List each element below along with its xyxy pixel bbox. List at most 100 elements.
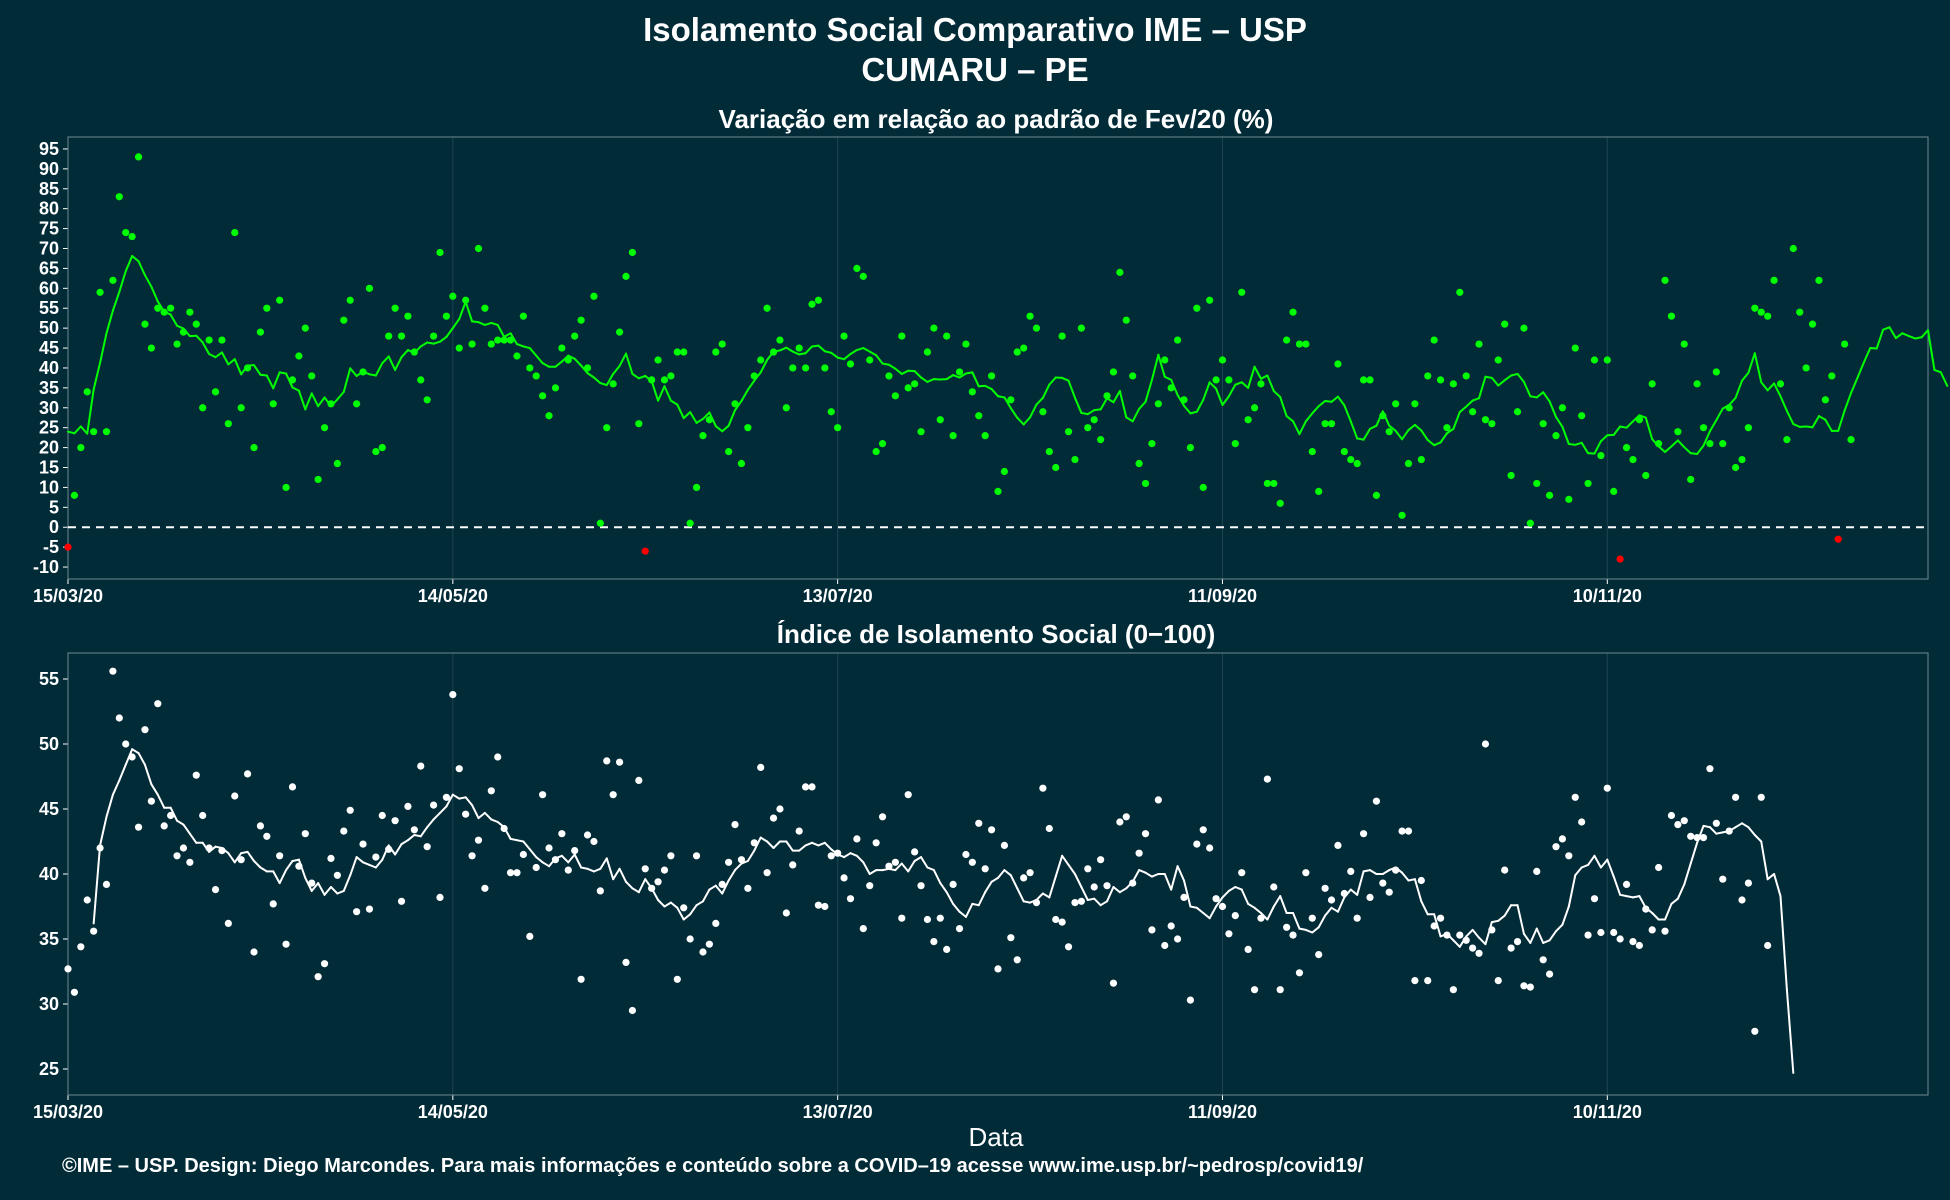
data-point	[628, 1006, 637, 1015]
moving-average-segment	[669, 399, 679, 406]
moving-average-segment	[1413, 878, 1423, 903]
data-point	[1039, 784, 1047, 792]
moving-average-segment	[233, 852, 243, 864]
data-point	[1456, 288, 1464, 296]
data-point	[378, 811, 386, 820]
moving-average-segment	[734, 400, 743, 412]
moving-average-segment	[1061, 854, 1070, 866]
y-tick-label: 85	[39, 179, 59, 199]
data-point	[757, 763, 765, 772]
moving-average-segment	[1612, 875, 1622, 896]
moving-average-segment	[124, 255, 134, 273]
data-point	[90, 927, 98, 935]
moving-average-segment	[1561, 425, 1570, 446]
moving-average-segment	[1484, 375, 1493, 379]
moving-average-segment	[708, 884, 717, 891]
moving-average-segment	[451, 793, 461, 800]
data-point	[1372, 797, 1381, 805]
moving-average-segment	[1208, 381, 1218, 390]
moving-average-segment	[599, 857, 608, 870]
moving-average-segment	[1593, 854, 1602, 869]
moving-average-segment	[785, 346, 794, 353]
moving-average-segment	[297, 389, 307, 411]
moving-average-segment	[1420, 900, 1429, 916]
data-point	[417, 376, 425, 384]
data-point	[199, 811, 207, 820]
moving-average-segment	[1215, 387, 1224, 406]
data-point	[1404, 459, 1413, 468]
data-point	[462, 296, 470, 304]
moving-average-segment	[1817, 415, 1827, 421]
data-point	[1655, 863, 1663, 872]
data-point	[750, 839, 758, 847]
moving-average-segment	[657, 899, 666, 908]
data-point	[1488, 420, 1496, 428]
moving-average-segment	[997, 395, 1006, 399]
data-point	[423, 843, 431, 851]
moving-average-segment	[618, 867, 627, 883]
moving-average-segment	[868, 869, 878, 875]
moving-average-segment	[1478, 936, 1487, 946]
moving-average-segment	[317, 396, 326, 408]
moving-average-segment	[253, 364, 262, 376]
moving-average-segment	[1259, 912, 1269, 921]
moving-average-segment	[1914, 336, 1923, 340]
data-point	[1122, 316, 1130, 324]
y-tick-label: 75	[39, 219, 59, 239]
data-point	[1270, 883, 1278, 891]
moving-average-segment	[458, 796, 467, 800]
data-point	[211, 388, 220, 396]
y-tick-label: 40	[39, 864, 59, 884]
data-point	[340, 827, 348, 835]
data-point	[1552, 432, 1560, 440]
data-point	[1610, 487, 1618, 495]
data-point	[1103, 392, 1111, 400]
moving-average-segment	[605, 857, 615, 881]
data-point	[603, 424, 611, 432]
data-point	[263, 304, 271, 312]
moving-average-segment	[1433, 441, 1442, 447]
moving-average-segment	[176, 819, 185, 826]
data-point	[1084, 424, 1092, 432]
moving-average-segment	[952, 374, 961, 379]
moving-average-segment	[1920, 329, 1929, 339]
moving-average-segment	[445, 793, 454, 808]
moving-average-segment	[1503, 904, 1513, 917]
data-point	[1039, 408, 1047, 416]
data-point	[1392, 400, 1400, 408]
moving-average-segment	[849, 852, 858, 857]
data-point	[1064, 943, 1073, 951]
moving-average-segment	[823, 350, 833, 354]
data-point	[1231, 912, 1239, 920]
data-point	[962, 850, 970, 859]
moving-average-segment	[637, 374, 647, 380]
moving-average-segment	[458, 300, 467, 320]
data-point	[186, 308, 194, 316]
moving-average-segment	[1689, 452, 1699, 455]
moving-average-segment	[1247, 902, 1256, 909]
y-tick-label: 35	[39, 378, 59, 398]
data-point	[866, 356, 874, 364]
data-point	[1578, 818, 1586, 826]
moving-average-segment	[1247, 365, 1256, 389]
moving-average-segment	[1343, 404, 1352, 423]
moving-average-segment	[1670, 897, 1679, 905]
data-point	[1545, 970, 1554, 978]
data-point	[1193, 840, 1201, 848]
moving-average-segment	[1279, 396, 1288, 418]
data-point	[1629, 455, 1637, 464]
moving-average-segment	[490, 818, 499, 823]
data-point	[1122, 813, 1130, 821]
data-point	[1565, 495, 1573, 503]
x-tick-label: 13/07/20	[803, 1102, 873, 1122]
moving-average-segment	[625, 880, 634, 890]
moving-average-segment	[406, 834, 416, 842]
moving-average-segment	[1099, 900, 1109, 907]
moving-average-segment	[1202, 912, 1211, 920]
data-point	[320, 424, 329, 432]
data-point	[250, 948, 258, 956]
data-point	[539, 791, 547, 799]
x-tick-label: 15/03/20	[33, 586, 103, 606]
moving-average-segment	[586, 867, 595, 873]
data-point	[1501, 320, 1509, 328]
